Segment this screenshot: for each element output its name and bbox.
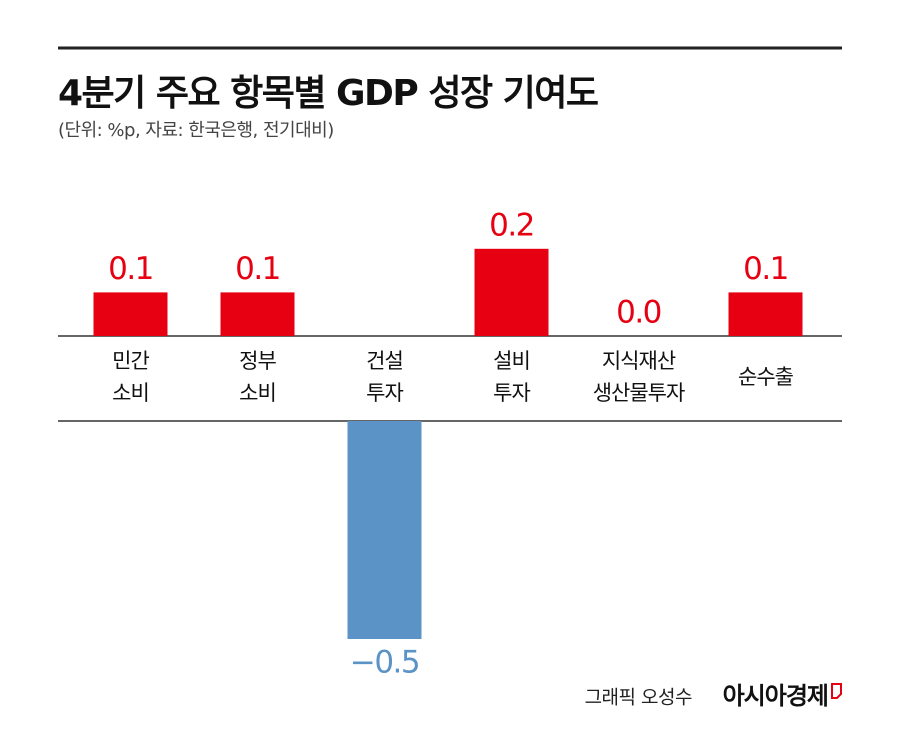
bar xyxy=(728,292,803,336)
value-label: 0.1 xyxy=(743,251,788,287)
chart-subtitle: (단위: %p, 자료: 한국은행, 전기대비) xyxy=(58,120,334,141)
logo-icon xyxy=(831,683,842,699)
value-label: −0.5 xyxy=(350,645,419,681)
credit: 그래픽 오성수 xyxy=(585,687,692,709)
bar xyxy=(474,248,549,336)
x-tick-label: 순수출 xyxy=(738,365,794,389)
x-tick-label: 민간 소비 xyxy=(112,349,149,405)
x-tick-label: 설비 투자 xyxy=(493,349,530,405)
x-tick-label: 정부 소비 xyxy=(239,349,276,405)
x-tick-label: 건설 투자 xyxy=(366,349,403,405)
value-label: 0.2 xyxy=(489,207,534,243)
bar xyxy=(220,292,295,336)
bar xyxy=(347,421,422,639)
value-label: 0.1 xyxy=(108,251,153,287)
chart-title: 4분기 주요 항목별 GDP 성장 기여도 xyxy=(58,73,598,114)
bar xyxy=(93,292,168,336)
x-tick-label: 지식재산 생산물투자 xyxy=(593,349,685,405)
value-label: 0.0 xyxy=(616,295,661,331)
source-logo: 아시아경제 xyxy=(723,682,828,710)
value-label: 0.1 xyxy=(235,251,280,287)
